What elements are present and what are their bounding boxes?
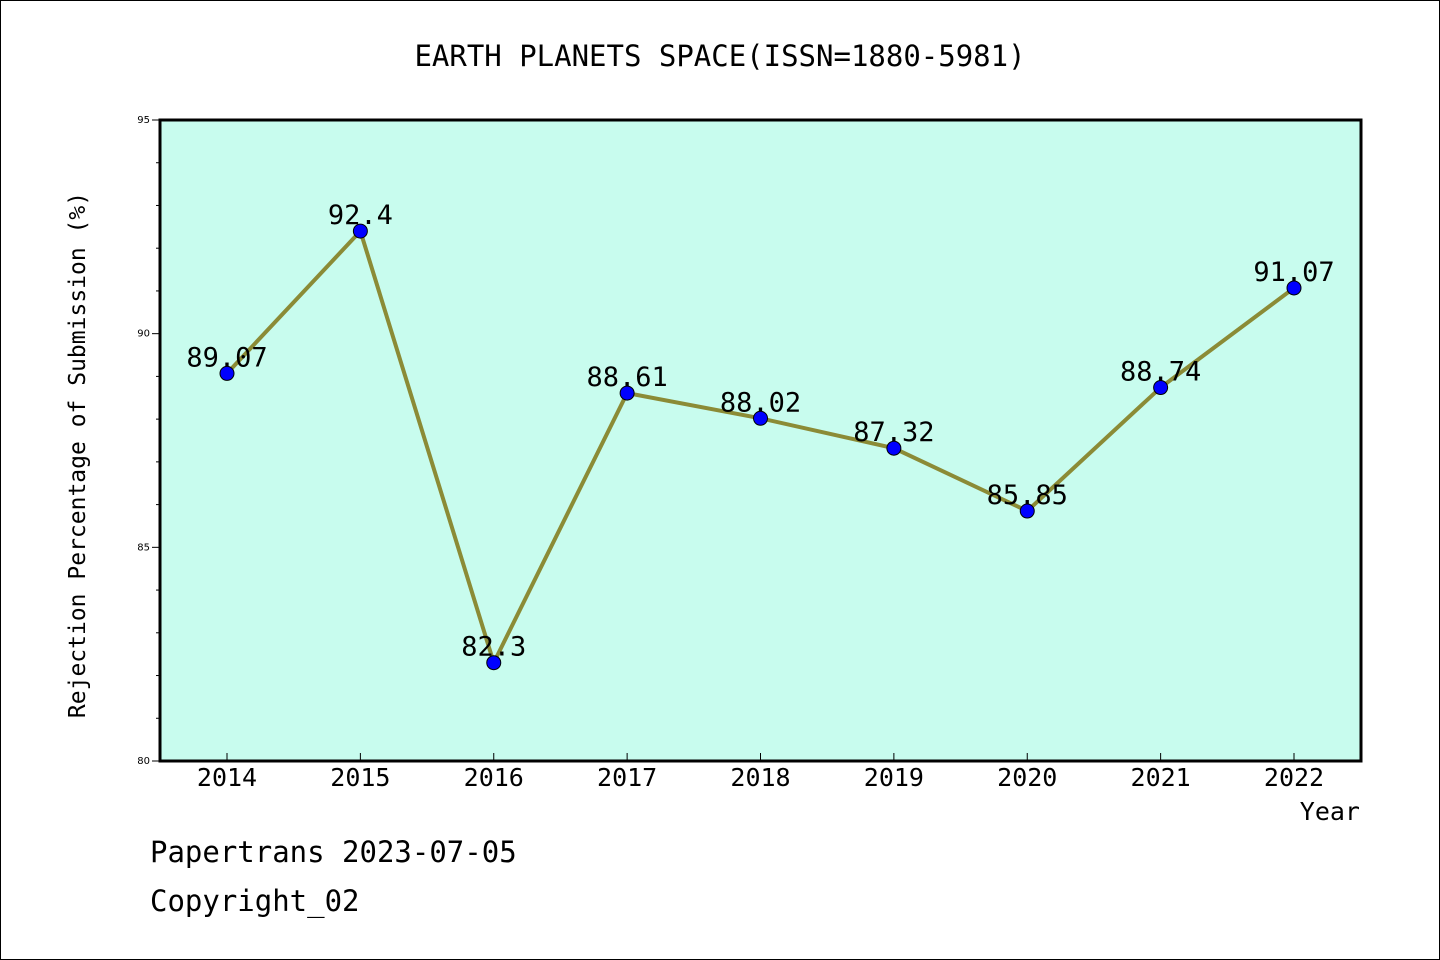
y-tick-label: 90 bbox=[137, 329, 150, 340]
x-tick-label: 2019 bbox=[864, 763, 924, 792]
x-tick-label: 2018 bbox=[730, 763, 790, 792]
y-tick-label: 85 bbox=[137, 542, 150, 553]
data-point-marker bbox=[219, 365, 235, 381]
y-axis-label: Rejection Percentage of Submission (%) bbox=[65, 192, 91, 718]
x-axis-ticks: 2014 2015 2016 2017 2018 2019 2020 2021 2022 bbox=[197, 753, 1324, 792]
data-label: 82.3 bbox=[461, 632, 526, 663]
data-point-marker bbox=[619, 385, 635, 401]
x-tick-label: 2014 bbox=[197, 763, 257, 792]
data-label: 91.07 bbox=[1253, 257, 1334, 288]
data-label: 89.07 bbox=[186, 342, 267, 373]
footer-copyright: Copyright_02 bbox=[150, 884, 360, 918]
series-markers bbox=[219, 223, 1302, 671]
data-label: 88.61 bbox=[586, 362, 667, 393]
data-label: 92.4 bbox=[328, 200, 393, 231]
x-tick-label: 2016 bbox=[464, 763, 524, 792]
data-point-marker bbox=[352, 223, 368, 239]
x-tick-label: 2021 bbox=[1131, 763, 1191, 792]
x-tick-label: 2020 bbox=[997, 763, 1057, 792]
footer-date: Papertrans 2023-07-05 bbox=[150, 835, 517, 869]
x-tick-label: 2017 bbox=[597, 763, 657, 792]
chart-title: EARTH PLANETS SPACE(ISSN=1880-5981) bbox=[414, 39, 1025, 73]
y-axis-ticks: 80 85 90 95 bbox=[137, 115, 160, 767]
data-point-marker bbox=[1286, 280, 1302, 296]
data-point-marker bbox=[886, 440, 902, 456]
data-point-marker bbox=[753, 410, 768, 426]
data-point-marker bbox=[1153, 380, 1169, 396]
data-label: 85.85 bbox=[987, 480, 1068, 511]
y-tick-label: 95 bbox=[137, 115, 150, 126]
data-point-marker bbox=[1019, 503, 1035, 519]
data-label: 88.74 bbox=[1120, 357, 1201, 388]
x-axis-label: Year bbox=[1300, 797, 1360, 826]
data-labels: 89.07 92.4 82.3 88.61 88.02 87.32 85.85 88.74 91… bbox=[186, 200, 1334, 663]
x-tick-label: 2015 bbox=[330, 763, 390, 792]
x-tick-label: 2022 bbox=[1264, 763, 1324, 792]
data-point-marker bbox=[486, 655, 502, 671]
data-label: 88.02 bbox=[720, 387, 801, 418]
data-label: 87.32 bbox=[853, 417, 934, 448]
y-tick-label: 80 bbox=[137, 756, 150, 767]
